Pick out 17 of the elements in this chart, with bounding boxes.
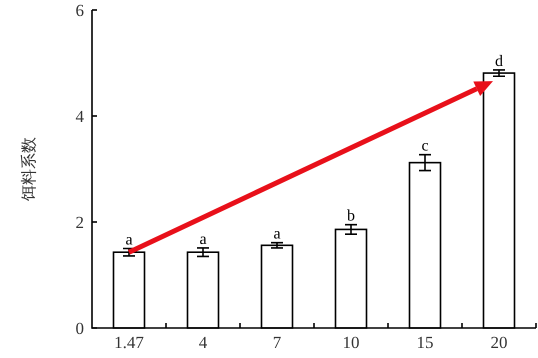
x-tick-label: 4 bbox=[198, 333, 208, 352]
x-tick-label: 20 bbox=[490, 333, 508, 352]
y-tick-label: 6 bbox=[76, 1, 84, 20]
y-tick-label: 0 bbox=[76, 319, 84, 338]
annotation: c bbox=[421, 138, 429, 155]
x-tick-label: 1.47 bbox=[114, 333, 144, 352]
annotation: a bbox=[273, 226, 281, 243]
x-tick-label: 10 bbox=[342, 333, 360, 352]
annotation: b bbox=[347, 208, 355, 225]
y-axis-title: 饵料系数 bbox=[20, 137, 38, 202]
y-tick-label: 2 bbox=[76, 213, 84, 232]
x-tick-label: 7 bbox=[272, 333, 282, 352]
annotation: d bbox=[495, 52, 503, 70]
y-tick-label: 4 bbox=[76, 107, 84, 126]
x-tick-label: 15 bbox=[416, 333, 434, 352]
annotation: a bbox=[125, 232, 133, 248]
annotation: a bbox=[199, 230, 207, 248]
